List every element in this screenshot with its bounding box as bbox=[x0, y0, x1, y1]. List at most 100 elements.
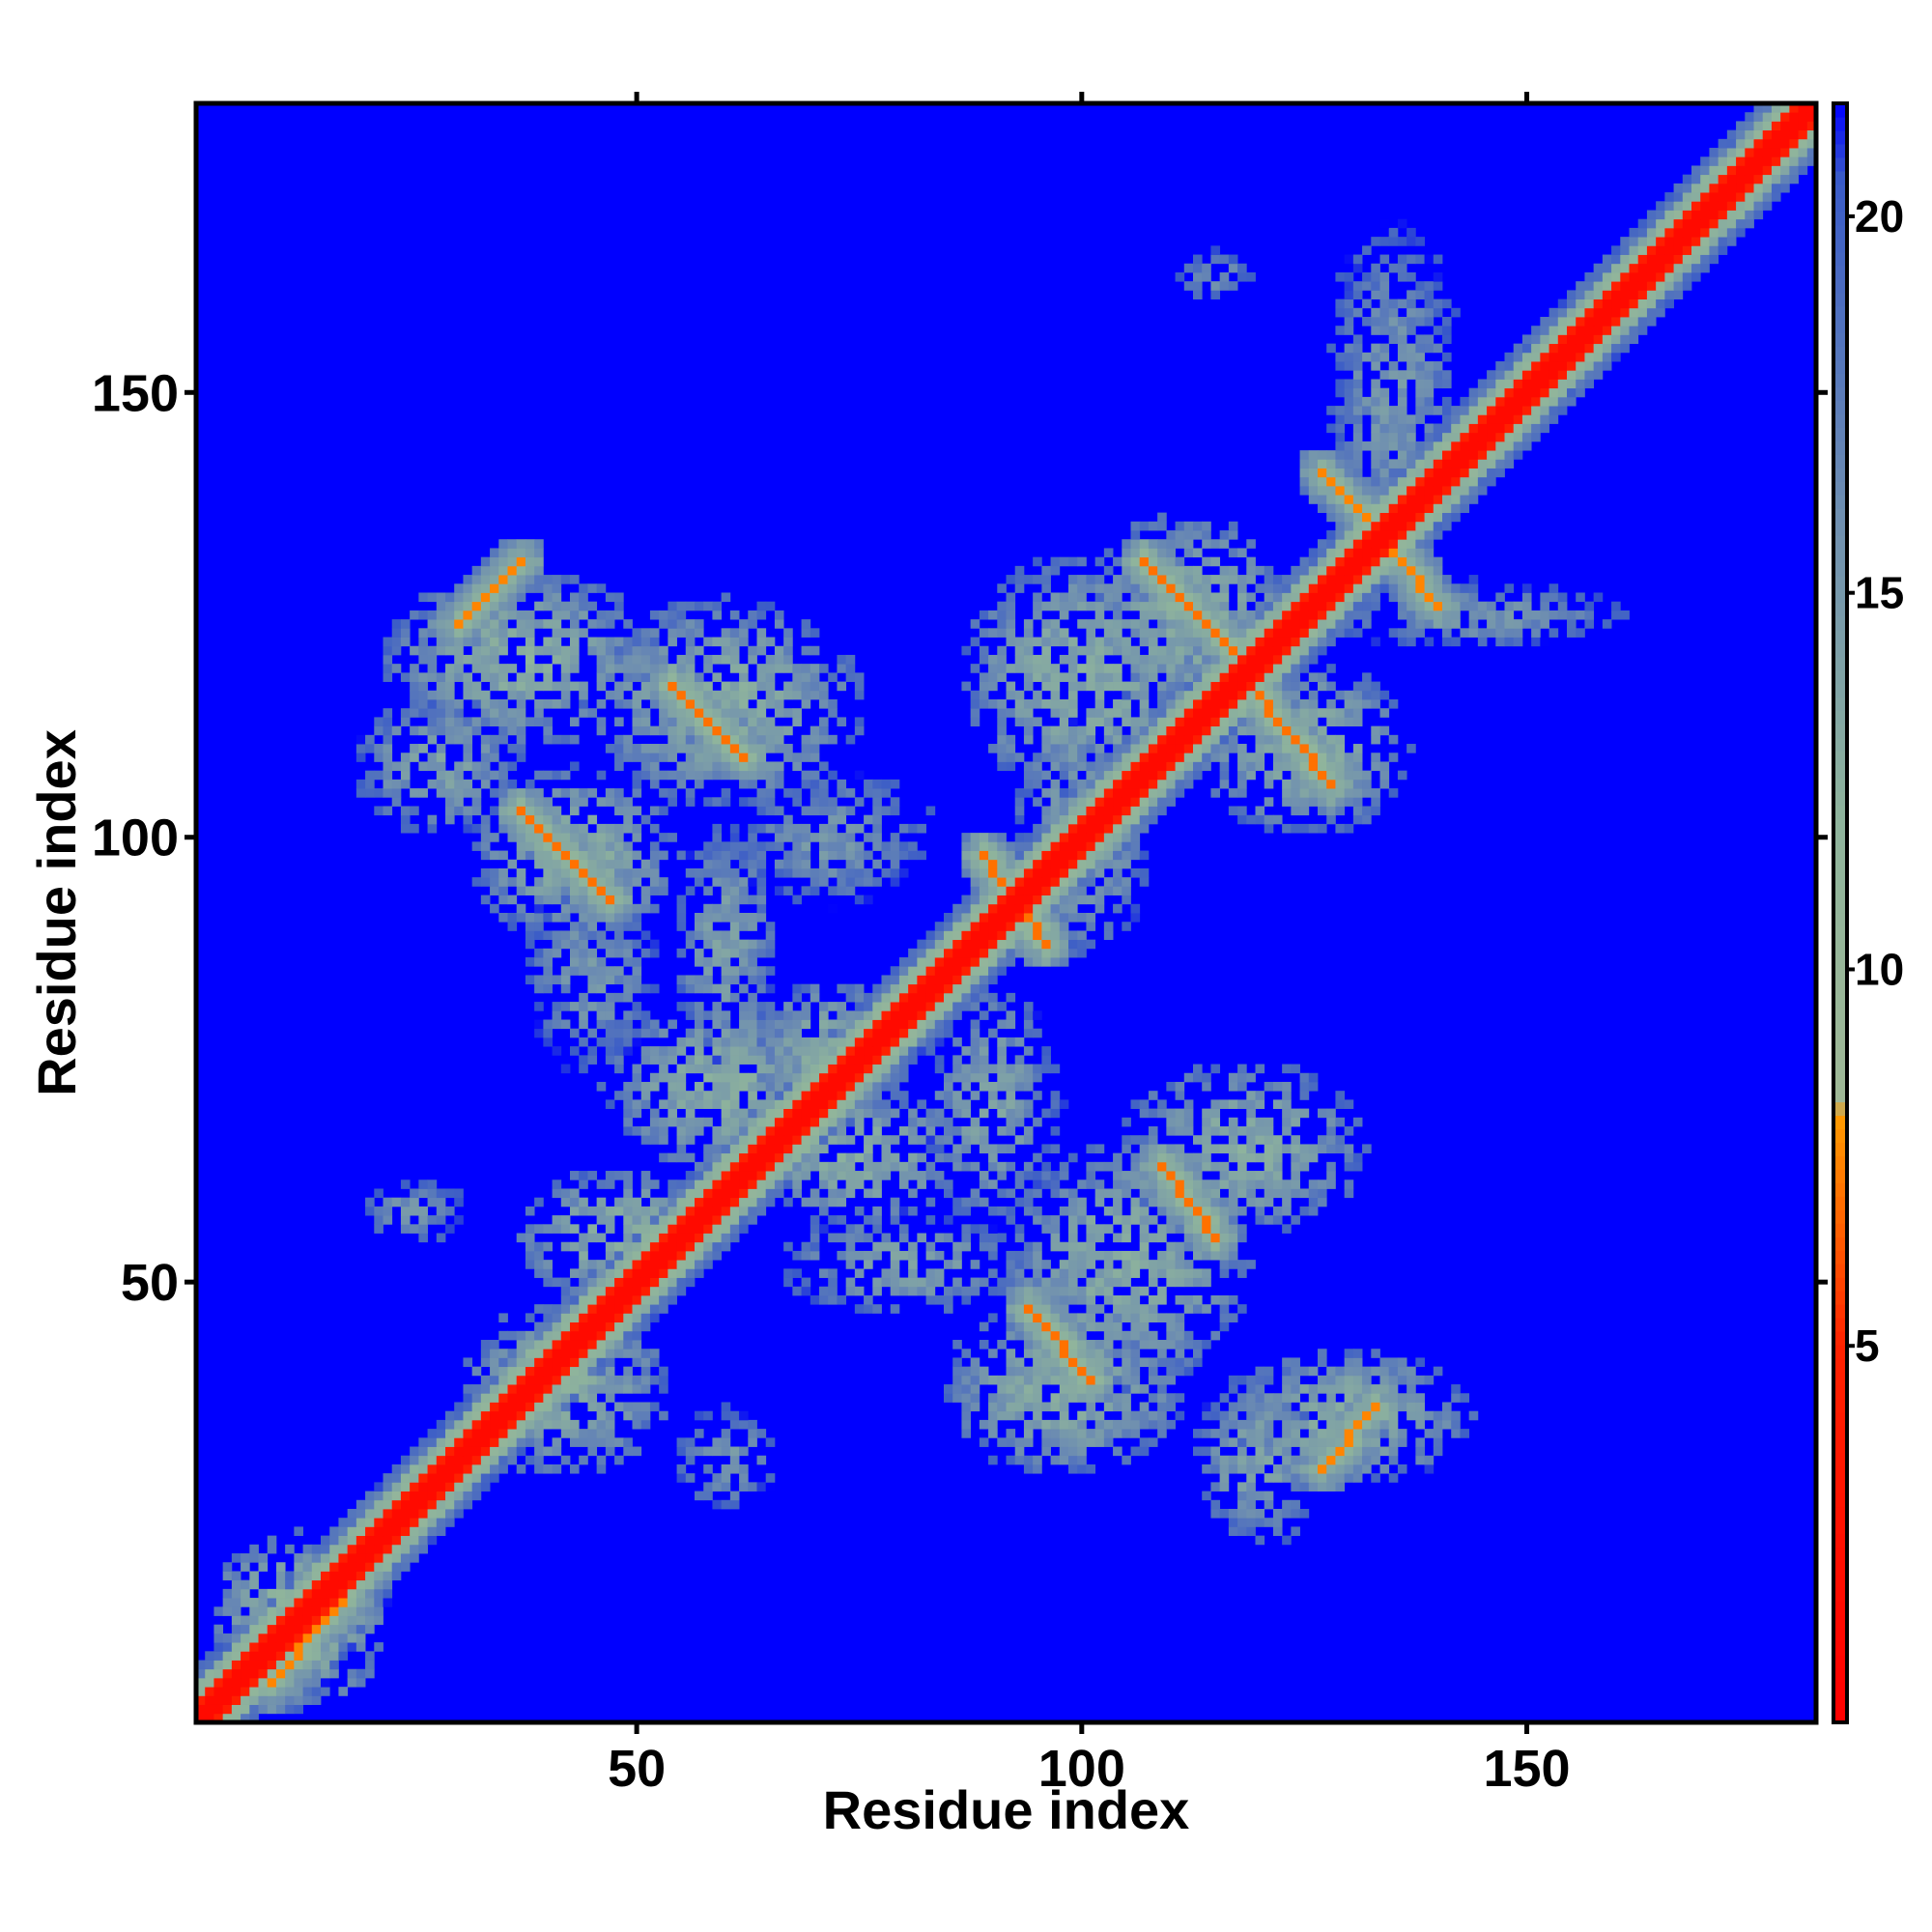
heatmap-cell bbox=[872, 1304, 882, 1314]
heatmap-cell bbox=[703, 1028, 713, 1038]
heatmap-cell bbox=[1228, 1384, 1238, 1394]
heatmap-cell bbox=[952, 1357, 962, 1368]
heatmap-cell bbox=[516, 841, 526, 851]
heatmap-cell bbox=[471, 1429, 482, 1438]
heatmap-cell bbox=[1077, 939, 1087, 950]
heatmap-cell bbox=[1006, 1144, 1016, 1154]
heatmap-cell bbox=[516, 734, 526, 745]
heatmap-cell bbox=[1041, 886, 1051, 895]
heatmap-cell bbox=[721, 1108, 731, 1119]
heatmap-cell bbox=[1291, 1161, 1300, 1172]
heatmap-cell bbox=[837, 1002, 847, 1011]
heatmap-cell bbox=[534, 1304, 544, 1314]
heatmap-cell bbox=[294, 1695, 303, 1705]
heatmap-cell bbox=[249, 1615, 259, 1626]
heatmap-cell bbox=[1291, 1429, 1300, 1438]
heatmap-cell bbox=[676, 1179, 687, 1189]
heatmap-cell bbox=[944, 1233, 953, 1243]
heatmap-cell bbox=[668, 833, 677, 842]
heatmap-cell bbox=[1219, 1304, 1230, 1314]
heatmap-cell bbox=[756, 859, 767, 869]
heatmap-cell bbox=[222, 1606, 233, 1616]
heatmap-cell bbox=[685, 1126, 696, 1136]
heatmap-cell bbox=[1157, 1384, 1167, 1394]
heatmap-cell bbox=[1050, 806, 1061, 816]
heatmap-cell bbox=[1023, 717, 1034, 727]
heatmap-cell bbox=[1077, 1375, 1087, 1385]
heatmap-cell bbox=[792, 1286, 802, 1296]
heatmap-cell bbox=[854, 1286, 865, 1296]
heatmap-cell bbox=[872, 1010, 882, 1020]
heatmap-cell bbox=[934, 939, 945, 950]
heatmap-cell bbox=[1246, 1072, 1256, 1083]
heatmap-cell bbox=[1086, 708, 1096, 718]
heatmap-cell bbox=[1318, 753, 1327, 762]
heatmap-cell bbox=[988, 1161, 998, 1172]
heatmap-cell bbox=[792, 708, 802, 718]
heatmap-cell bbox=[721, 1197, 731, 1208]
heatmap-cell bbox=[1308, 1463, 1319, 1474]
heatmap-cell bbox=[917, 1028, 926, 1038]
heatmap-cell bbox=[596, 841, 607, 851]
heatmap-cell bbox=[534, 797, 544, 807]
heatmap-cell bbox=[908, 1028, 918, 1038]
heatmap-cell bbox=[828, 850, 838, 861]
heatmap-cell bbox=[659, 1375, 668, 1385]
heatmap-cell bbox=[756, 1099, 767, 1109]
heatmap-cell bbox=[1352, 1402, 1363, 1412]
heatmap-cell bbox=[525, 1349, 535, 1358]
heatmap-cell bbox=[1113, 1294, 1122, 1305]
heatmap-cell bbox=[1246, 1402, 1256, 1412]
heatmap-cell bbox=[614, 1064, 624, 1074]
heatmap-cell bbox=[1282, 1366, 1292, 1377]
heatmap-cell bbox=[659, 1135, 668, 1145]
heatmap-cell bbox=[970, 1375, 980, 1385]
heatmap-cell bbox=[1059, 1304, 1069, 1314]
heatmap-cell bbox=[374, 1615, 384, 1626]
heatmap-cell bbox=[1014, 1402, 1025, 1412]
heatmap-cell bbox=[1068, 1446, 1078, 1457]
heatmap-cell bbox=[587, 1402, 598, 1412]
heatmap-cell bbox=[525, 913, 535, 923]
heatmap-cell bbox=[1255, 1393, 1265, 1403]
heatmap-cell bbox=[756, 823, 767, 834]
heatmap-cell bbox=[765, 770, 776, 781]
heatmap-cell bbox=[695, 1028, 704, 1038]
heatmap-cell bbox=[1023, 779, 1034, 789]
heatmap-cell bbox=[756, 1206, 767, 1216]
heatmap-cell bbox=[801, 1126, 811, 1136]
heatmap-cell bbox=[729, 886, 740, 895]
heatmap-cell bbox=[668, 1108, 677, 1119]
heatmap-cell bbox=[748, 770, 757, 781]
heatmap-cell bbox=[1006, 1126, 1016, 1136]
heatmap-cell bbox=[685, 1179, 696, 1189]
heatmap-cell bbox=[729, 1144, 740, 1154]
heatmap-cell bbox=[587, 1046, 598, 1056]
heatmap-cell bbox=[1113, 1277, 1122, 1288]
heatmap-cell bbox=[490, 850, 499, 861]
heatmap-cell bbox=[934, 1108, 945, 1119]
heatmap-cell bbox=[205, 1713, 214, 1723]
heatmap-cell bbox=[383, 717, 393, 727]
heatmap-cell bbox=[988, 1241, 998, 1252]
heatmap-cell bbox=[952, 1072, 962, 1083]
heatmap-cell bbox=[961, 850, 972, 861]
heatmap-cell bbox=[427, 1429, 438, 1438]
heatmap-cell bbox=[854, 823, 865, 834]
heatmap-cell bbox=[756, 1108, 767, 1119]
heatmap-cell bbox=[810, 877, 820, 887]
heatmap-cell bbox=[1219, 744, 1230, 753]
heatmap-cell bbox=[1308, 725, 1319, 736]
heatmap-cell bbox=[1139, 1384, 1150, 1394]
heatmap-cell bbox=[1183, 1099, 1194, 1109]
heatmap-cell bbox=[712, 1037, 723, 1047]
heatmap-cell bbox=[498, 708, 508, 718]
heatmap-cell bbox=[623, 1081, 633, 1092]
heatmap-cell bbox=[703, 859, 713, 869]
heatmap-cell bbox=[1050, 797, 1061, 807]
heatmap-cell bbox=[668, 1091, 677, 1100]
heatmap-cell bbox=[623, 806, 633, 816]
heatmap-cell bbox=[1175, 1294, 1185, 1305]
heatmap-cell bbox=[1379, 1393, 1390, 1403]
heatmap-cell bbox=[1077, 1197, 1087, 1208]
